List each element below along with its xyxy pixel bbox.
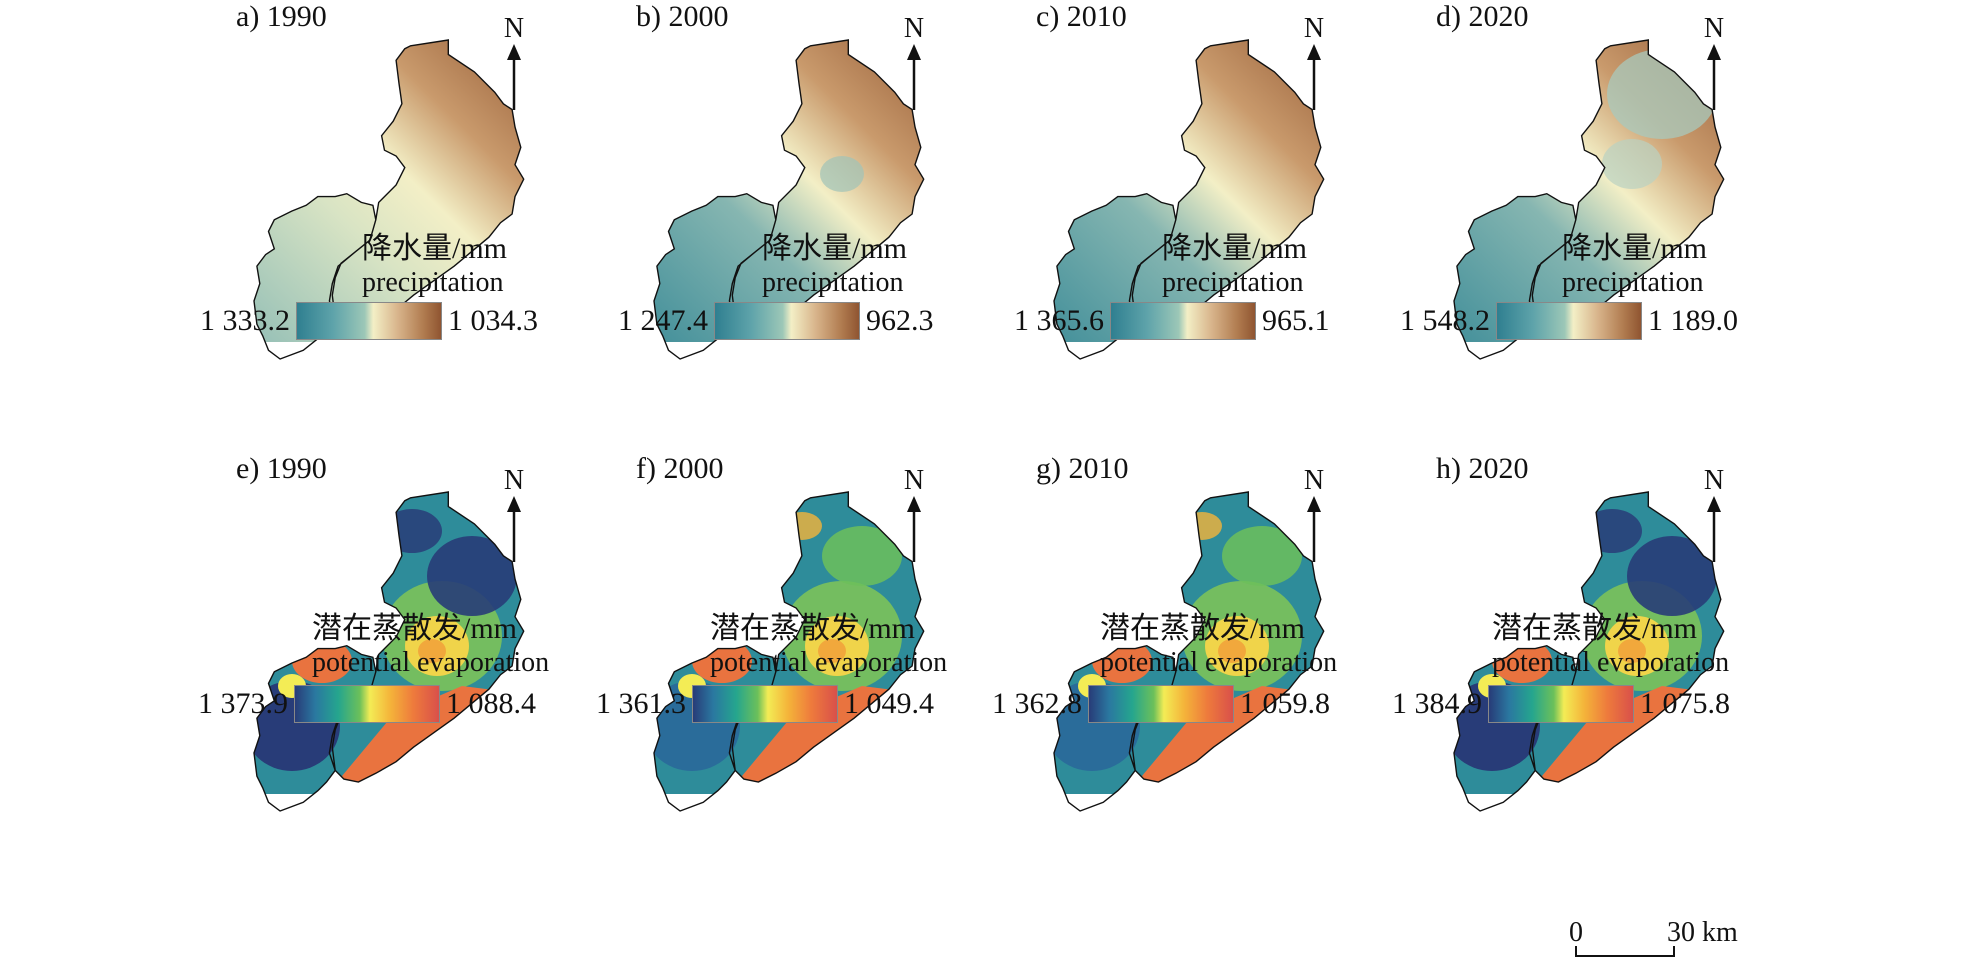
legend-title-zh: 潜在蒸散发/mm bbox=[1100, 612, 1306, 645]
scale-bar: 0 30 km bbox=[1569, 918, 1738, 958]
scale-end-label: 30 km bbox=[1667, 917, 1738, 948]
north-arrow-icon: N bbox=[1702, 14, 1726, 110]
legend-title-en: potential evaporation bbox=[1100, 647, 1338, 678]
legend-min-value: 1 384.9 bbox=[1392, 687, 1482, 720]
legend-title-zh: 降水量/mm bbox=[1562, 232, 1708, 265]
legend-min-value: 1 362.8 bbox=[992, 687, 1082, 720]
legend-title-en: precipitation bbox=[362, 267, 504, 298]
precipitation-map bbox=[1432, 34, 1744, 342]
north-arrow-icon: N bbox=[1702, 466, 1726, 562]
evaporation-map bbox=[632, 486, 944, 794]
north-arrow-icon: N bbox=[1302, 14, 1326, 110]
north-arrow-icon: N bbox=[902, 466, 926, 562]
legend-ramp-row: 1 361.3 1 049.4 bbox=[596, 684, 934, 724]
north-label: N bbox=[1703, 465, 1725, 496]
precipitation-map bbox=[632, 34, 944, 342]
panel-title: e) 1990 bbox=[236, 452, 327, 485]
legend-title-zh: 降水量/mm bbox=[762, 232, 908, 265]
precipitation-color-ramp bbox=[714, 302, 860, 340]
panel-evap-2010: g) 2010 N 潜在蒸散发/mm potential evaporation… bbox=[992, 452, 1396, 892]
evaporation-color-ramp bbox=[1088, 685, 1234, 723]
legend-min-value: 1 365.6 bbox=[1014, 304, 1104, 337]
legend-ramp-row: 1 247.4 962.3 bbox=[618, 301, 934, 341]
legend-title-zh: 降水量/mm bbox=[1162, 232, 1308, 265]
legend-ramp-row: 1 373.9 1 088.4 bbox=[198, 684, 536, 724]
legend-title-en: precipitation bbox=[1162, 267, 1304, 298]
precipitation-map bbox=[1032, 34, 1344, 342]
precipitation-color-ramp bbox=[1110, 302, 1256, 340]
north-arrow-icon: N bbox=[502, 466, 526, 562]
panel-precip-2000: b) 2000 N 降水量/mm precipitation 1 247.4 9… bbox=[596, 0, 996, 440]
north-label: N bbox=[903, 13, 925, 44]
legend-min-value: 1 247.4 bbox=[618, 304, 708, 337]
legend-max-value: 965.1 bbox=[1262, 304, 1330, 337]
legend-ramp-row: 1 384.9 1 075.8 bbox=[1392, 684, 1730, 724]
legend-min-value: 1 548.2 bbox=[1400, 304, 1490, 337]
evaporation-color-ramp bbox=[1488, 685, 1634, 723]
legend-title-zh: 潜在蒸散发/mm bbox=[710, 612, 916, 645]
north-label: N bbox=[503, 465, 525, 496]
panel-title: c) 2010 bbox=[1036, 0, 1127, 33]
panel-precip-2020: d) 2020 N 降水量/mm precipitation 1 548.2 1… bbox=[1396, 0, 1796, 440]
north-label: N bbox=[1703, 13, 1725, 44]
legend-min-value: 1 373.9 bbox=[198, 687, 288, 720]
legend-max-value: 1 189.0 bbox=[1648, 304, 1738, 337]
legend-title-en: potential evaporation bbox=[1492, 647, 1730, 678]
legend-max-value: 1 049.4 bbox=[844, 687, 934, 720]
precipitation-color-ramp bbox=[296, 302, 442, 340]
legend-title-zh: 潜在蒸散发/mm bbox=[312, 612, 518, 645]
evaporation-map bbox=[1432, 486, 1744, 794]
legend-title-en: precipitation bbox=[762, 267, 904, 298]
panel-title: a) 1990 bbox=[236, 0, 327, 33]
panel-title: d) 2020 bbox=[1436, 0, 1529, 33]
legend-title-zh: 潜在蒸散发/mm bbox=[1492, 612, 1698, 645]
panel-precip-2010: c) 2010 N 降水量/mm precipitation 1 365.6 9… bbox=[996, 0, 1396, 440]
north-arrow-icon: N bbox=[902, 14, 926, 110]
legend-max-value: 1 034.3 bbox=[448, 304, 538, 337]
legend-title-en: potential evaporation bbox=[312, 647, 550, 678]
legend-title-en: potential evaporation bbox=[710, 647, 948, 678]
north-arrow-icon: N bbox=[502, 14, 526, 110]
legend-min-value: 1 333.2 bbox=[200, 304, 290, 337]
evaporation-color-ramp bbox=[294, 685, 440, 723]
precipitation-color-ramp bbox=[1496, 302, 1642, 340]
legend-ramp-row: 1 365.6 965.1 bbox=[1014, 301, 1330, 341]
scale-start-label: 0 bbox=[1569, 917, 1583, 948]
panel-precip-1990: a) 1990 N 降水量/mm precipitation 1 333.2 1… bbox=[196, 0, 596, 440]
legend-max-value: 962.3 bbox=[866, 304, 934, 337]
north-label: N bbox=[903, 465, 925, 496]
panel-evap-1990: e) 1990 N 潜在蒸散发/mm potential evaporation… bbox=[196, 452, 596, 892]
north-arrow-icon: N bbox=[1302, 466, 1326, 562]
precipitation-map bbox=[232, 34, 544, 342]
legend-max-value: 1 075.8 bbox=[1640, 687, 1730, 720]
north-label: N bbox=[1303, 13, 1325, 44]
panel-evap-2000: f) 2000 N 潜在蒸散发/mm potential evaporation… bbox=[596, 452, 996, 892]
legend-ramp-row: 1 362.8 1 059.8 bbox=[992, 684, 1330, 724]
panel-title: g) 2010 bbox=[1036, 452, 1129, 485]
legend-ramp-row: 1 333.2 1 034.3 bbox=[200, 301, 538, 341]
legend-title-en: precipitation bbox=[1562, 267, 1704, 298]
panel-title: f) 2000 bbox=[636, 452, 724, 485]
panel-title: h) 2020 bbox=[1436, 452, 1529, 485]
legend-max-value: 1 059.8 bbox=[1240, 687, 1330, 720]
panel-evap-2020: h) 2020 N 潜在蒸散发/mm potential evaporation… bbox=[1392, 452, 1796, 892]
evaporation-color-ramp bbox=[692, 685, 838, 723]
panel-title: b) 2000 bbox=[636, 0, 729, 33]
north-label: N bbox=[503, 13, 525, 44]
legend-ramp-row: 1 548.2 1 189.0 bbox=[1400, 301, 1738, 341]
north-label: N bbox=[1303, 465, 1325, 496]
legend-title-zh: 降水量/mm bbox=[362, 232, 508, 265]
evaporation-map bbox=[1032, 486, 1344, 794]
legend-min-value: 1 361.3 bbox=[596, 687, 686, 720]
evaporation-map bbox=[232, 486, 544, 794]
legend-max-value: 1 088.4 bbox=[446, 687, 536, 720]
